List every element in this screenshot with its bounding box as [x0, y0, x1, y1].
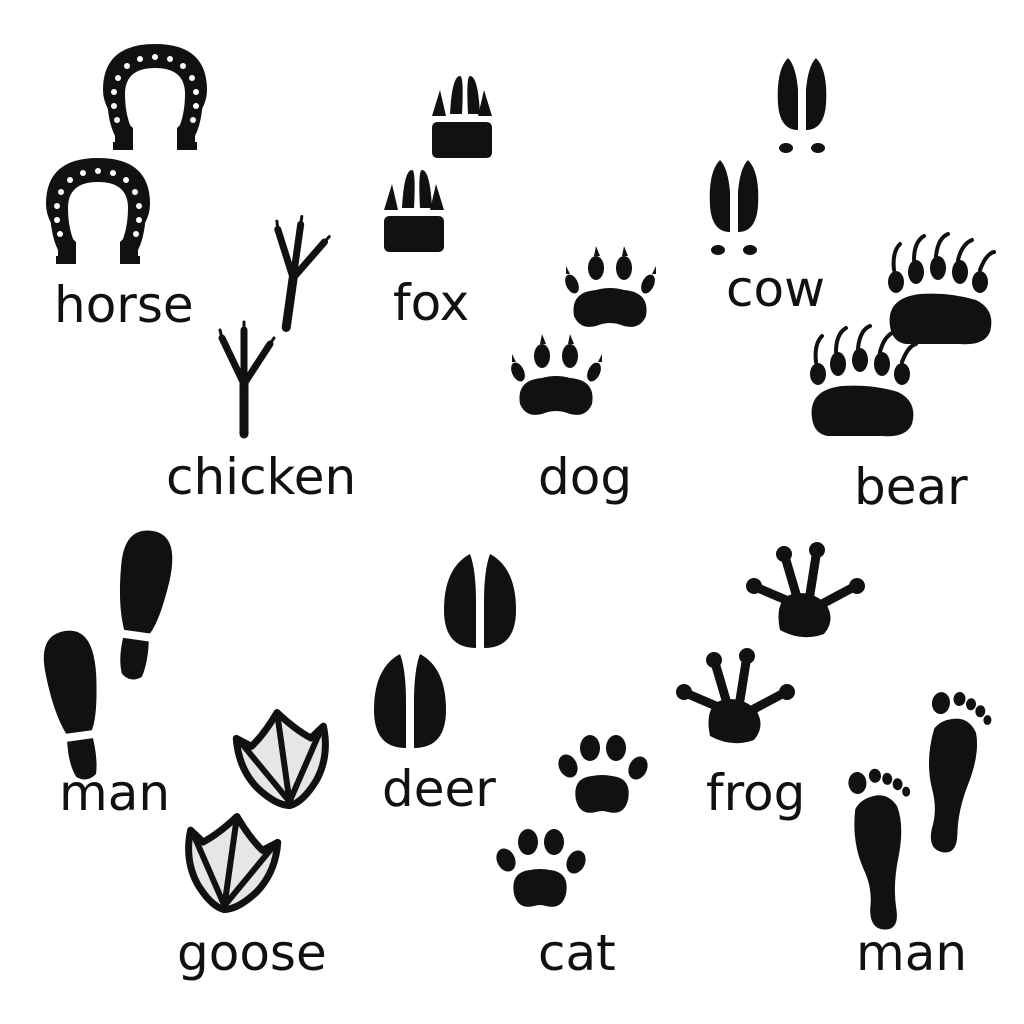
deer-track-icon	[444, 554, 516, 648]
cow-track-icon	[777, 58, 827, 153]
horse-track-icon	[103, 44, 207, 150]
label-bear: bear	[854, 458, 968, 516]
label-man-left: man	[59, 764, 171, 822]
shoe-track-icon	[105, 527, 177, 683]
label-dog: dog	[538, 448, 633, 506]
label-horse: horse	[54, 276, 194, 334]
bear-track-icon	[886, 232, 996, 347]
label-deer: deer	[382, 760, 496, 818]
label-man-right: man	[856, 924, 968, 982]
label-frog: frog	[706, 764, 806, 822]
chicken-track-icon	[262, 213, 331, 331]
horse-track-icon	[46, 158, 150, 264]
shoe-track-icon	[39, 627, 111, 784]
frog-track-icon	[746, 542, 865, 637]
label-cat: cat	[538, 924, 616, 982]
cow-track-icon	[709, 160, 759, 255]
label-cow: cow	[726, 260, 825, 318]
goose-track-icon	[180, 810, 281, 915]
chicken-track-icon	[220, 322, 274, 434]
label-chicken: chicken	[166, 448, 357, 506]
bare-foot-track-icon	[847, 766, 920, 932]
label-goose: goose	[177, 924, 327, 982]
dog-track-icon	[508, 334, 604, 415]
label-fox: fox	[393, 274, 470, 332]
bear-track-icon	[808, 324, 918, 439]
fox-track-icon	[384, 170, 444, 252]
bare-foot-track-icon	[916, 689, 995, 856]
frog-track-icon	[676, 648, 795, 743]
goose-track-icon	[233, 706, 334, 811]
cat-track-icon	[492, 829, 590, 907]
dog-track-icon	[562, 246, 658, 327]
deer-track-icon	[374, 654, 446, 748]
fox-track-icon	[432, 76, 492, 158]
cat-track-icon	[554, 735, 652, 813]
